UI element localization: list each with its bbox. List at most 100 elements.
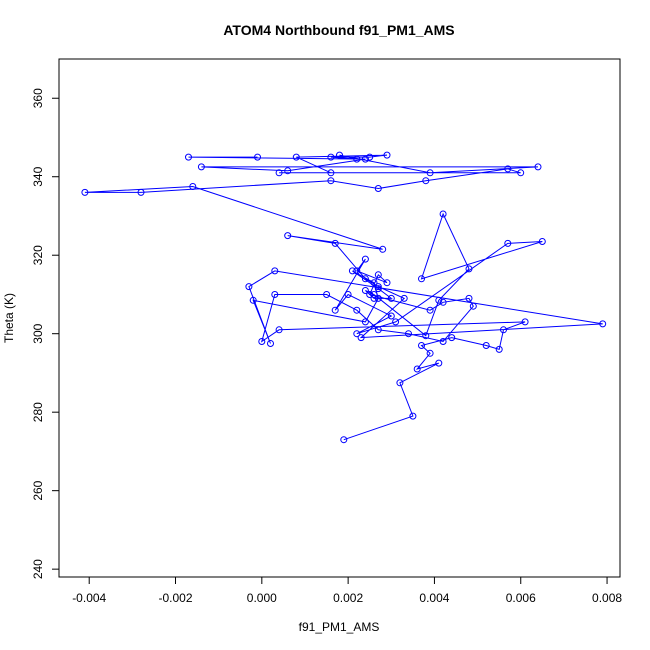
data-point — [439, 338, 447, 345]
data-point — [366, 291, 374, 298]
y-tick-label: 240 — [31, 559, 45, 579]
data-point — [361, 155, 369, 163]
data-point — [465, 294, 473, 302]
plot-frame — [58, 58, 621, 578]
data-point — [374, 326, 382, 334]
data-point — [275, 326, 283, 334]
data-point — [413, 365, 421, 373]
data-point — [185, 153, 192, 161]
x-tick-label: 0.000 — [247, 591, 277, 605]
y-tick-label: 300 — [31, 323, 45, 343]
data-point — [374, 283, 382, 291]
data-point — [331, 306, 339, 314]
data-point — [245, 283, 253, 291]
series-line — [84, 154, 603, 441]
data-point — [426, 349, 434, 357]
data-point — [271, 291, 279, 298]
data-point — [426, 169, 434, 177]
data-point — [379, 245, 387, 253]
data-point — [392, 318, 400, 326]
x-axis: -0.004 -0.002 0.000 0.002 0.004 0.006 0.008 — [72, 577, 622, 605]
data-point — [439, 210, 447, 218]
data-point — [340, 436, 348, 444]
data-point — [374, 294, 382, 302]
data-point — [517, 169, 525, 177]
x-tick-label: 0.004 — [419, 591, 449, 605]
data-point — [336, 151, 343, 159]
data-point — [374, 185, 382, 192]
data-points — [81, 151, 607, 444]
data-point — [137, 188, 145, 196]
y-tick-label: 360 — [31, 88, 45, 108]
y-axis: 240 260 280 300 320 340 360 — [31, 88, 59, 579]
y-tick-label: 280 — [31, 402, 45, 422]
data-point — [361, 275, 369, 283]
chart-title: ATOM4 Northbound f91_PM1_AMS — [223, 22, 454, 38]
data-point — [383, 151, 391, 159]
data-point — [370, 291, 378, 298]
x-tick-label: -0.002 — [158, 591, 192, 605]
data-point — [353, 155, 361, 163]
data-point — [353, 267, 361, 275]
data-point — [327, 177, 335, 185]
data-point — [327, 169, 335, 177]
data-point — [357, 334, 365, 342]
data-point — [370, 294, 378, 302]
data-point — [409, 412, 417, 420]
data-point — [254, 153, 261, 161]
data-point — [439, 298, 447, 306]
data-point — [504, 165, 512, 173]
data-point — [284, 167, 292, 175]
x-tick-label: 0.002 — [333, 591, 363, 605]
data-point — [361, 255, 369, 263]
data-point — [422, 332, 430, 340]
data-point — [418, 275, 425, 283]
data-point — [249, 296, 257, 304]
data-point — [370, 279, 378, 287]
data-point — [465, 265, 473, 273]
data-point — [448, 334, 456, 342]
data-point — [383, 279, 391, 287]
data-point — [387, 312, 395, 320]
data-point — [327, 153, 335, 161]
y-tick-label: 340 — [31, 166, 45, 186]
data-point — [469, 302, 477, 310]
data-point — [374, 271, 382, 279]
data-point — [418, 342, 425, 349]
data-point — [271, 267, 279, 275]
data-point — [396, 379, 404, 387]
data-point — [521, 318, 529, 326]
data-point — [500, 326, 507, 334]
data-point — [400, 294, 408, 302]
data-point — [292, 153, 300, 161]
data-point — [387, 294, 395, 302]
x-axis-label: f91_PM1_AMS — [299, 620, 380, 634]
data-point — [284, 232, 292, 240]
data-point — [435, 359, 443, 367]
data-point — [361, 318, 369, 326]
data-point — [331, 239, 339, 247]
data-point — [267, 340, 274, 347]
data-point — [81, 188, 89, 196]
data-point — [504, 239, 512, 247]
data-point — [405, 330, 412, 338]
x-tick-label: -0.004 — [72, 591, 106, 605]
data-point — [366, 153, 374, 161]
data-point — [374, 285, 382, 293]
data-point — [495, 345, 503, 353]
data-point — [435, 296, 443, 304]
data-point — [353, 306, 361, 314]
data-point — [344, 291, 352, 298]
data-point — [426, 306, 434, 314]
data-point — [482, 342, 490, 349]
data-point — [348, 267, 356, 275]
data-point — [534, 163, 542, 171]
y-tick-label: 260 — [31, 480, 45, 500]
y-axis-label: Theta (K) — [2, 293, 16, 343]
x-tick-label: 0.006 — [506, 591, 536, 605]
data-point — [323, 291, 331, 298]
data-point — [353, 330, 361, 338]
data-point — [422, 177, 430, 185]
data-point — [197, 163, 205, 171]
